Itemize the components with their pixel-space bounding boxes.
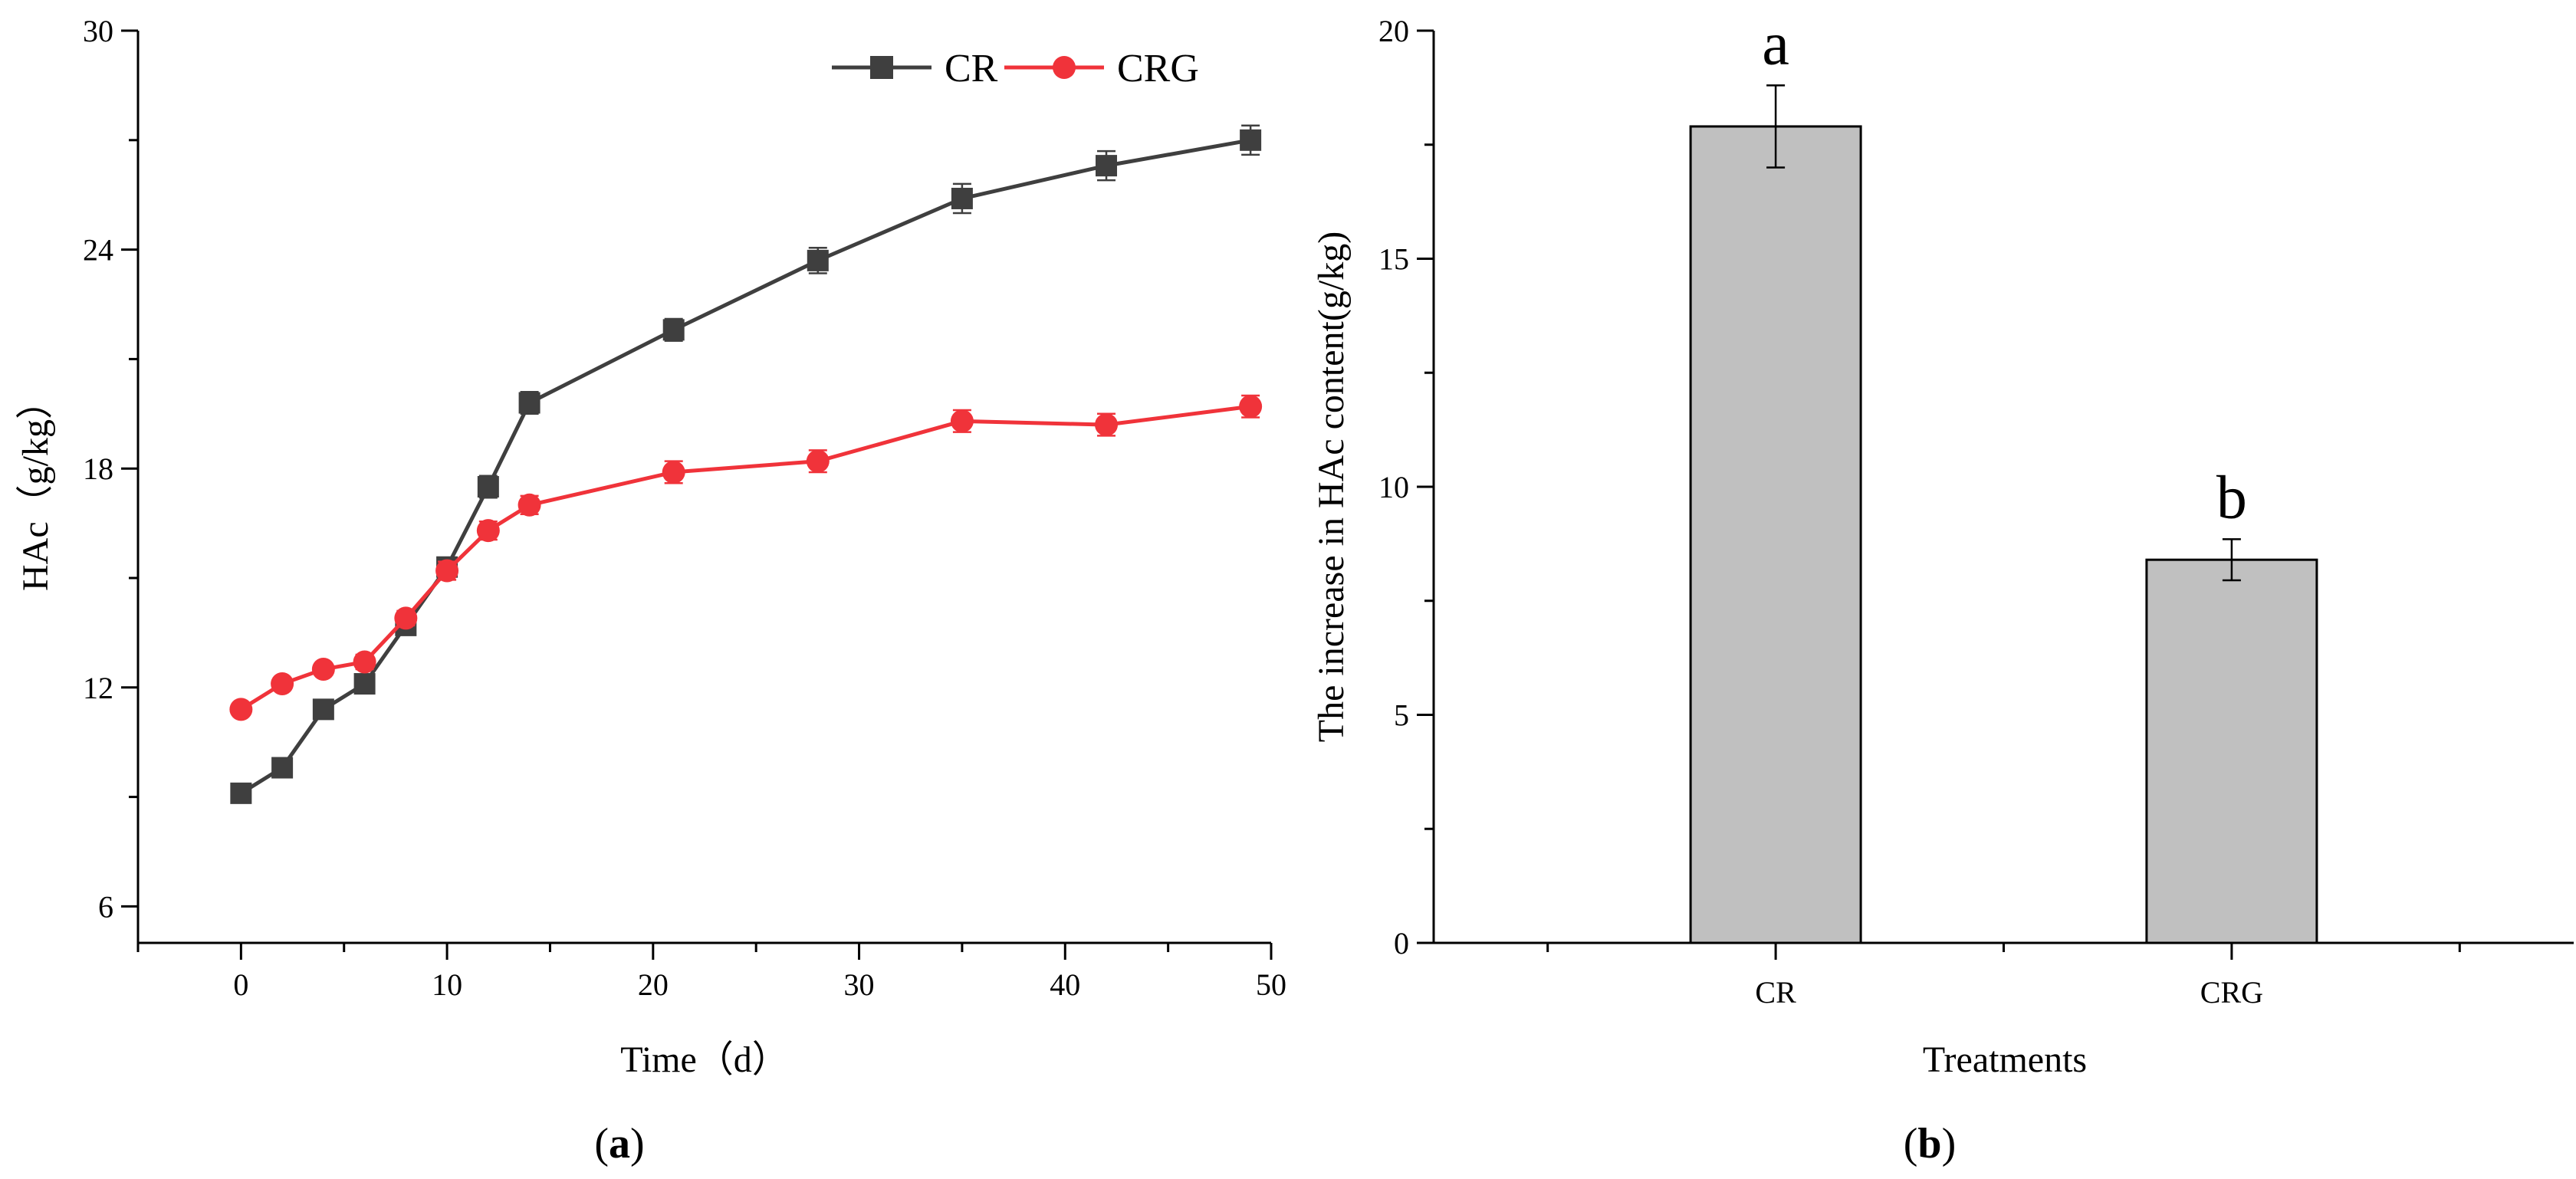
panel-a-x-axis-title: Time（d） — [620, 1039, 789, 1080]
panel-a-y-tick-label: 6 — [98, 889, 113, 924]
data-point-crg — [311, 658, 335, 681]
bar-cr — [1689, 125, 1862, 944]
panel-b-y-tick-label: 0 — [1394, 926, 1409, 961]
data-point-cr — [518, 392, 540, 414]
legend-marker-cr — [870, 56, 893, 79]
panel-a-label: (a) — [594, 1120, 644, 1168]
data-point-crg — [476, 519, 500, 543]
panel-b-y-tick-label: 5 — [1394, 698, 1409, 733]
data-point-crg — [229, 698, 253, 721]
panel-a-x-tick-label: 30 — [844, 967, 875, 1002]
data-point-crg — [353, 650, 376, 674]
panel-a-y-axis-title: HAc（g/kg） — [15, 383, 56, 591]
data-point-crg — [662, 460, 685, 484]
panel-a-legend: CR CRG — [832, 47, 1199, 90]
panel-b-x-tick-label: CRG — [2200, 975, 2263, 1010]
significance-letter-cr: a — [1762, 10, 1789, 77]
significance-letter-crg: b — [2216, 464, 2247, 531]
panel-a-x-tick-label: 40 — [1050, 967, 1080, 1002]
data-point-crg — [394, 606, 418, 630]
panel-b-x-axis-title: Treatments — [1923, 1039, 2087, 1080]
panel-a-x-tick-label: 50 — [1256, 967, 1286, 1002]
data-point-cr — [271, 757, 294, 779]
panel-b-bar-chart: 0 5 10 15 20 CR CRG a b Treatments The increase… — [1311, 10, 2574, 1168]
panel-b-y-tick-label: 20 — [1378, 14, 1409, 48]
data-point-crg — [806, 449, 830, 473]
data-point-cr — [1240, 129, 1262, 151]
bar-crg — [2145, 558, 2318, 944]
data-point-cr — [951, 187, 973, 209]
data-point-cr — [662, 319, 685, 341]
legend-marker-crg — [1053, 56, 1076, 79]
data-point-crg — [1239, 395, 1263, 419]
panel-a-y-tick-label: 12 — [83, 671, 113, 705]
panel-b-y-tick-label: 10 — [1378, 470, 1409, 504]
data-point-crg — [271, 672, 294, 696]
data-point-crg — [435, 559, 459, 583]
legend-label-cr: CR — [945, 47, 998, 90]
panel-b-x-tick-label: CR — [1755, 975, 1796, 1010]
panel-a-line-chart: 0 10 20 30 40 50 6 12 18 24 30 Time（d） HAc（g/kg） C… — [15, 14, 1286, 1168]
data-point-cr — [312, 698, 334, 721]
data-point-cr — [230, 782, 252, 804]
data-point-cr — [807, 249, 829, 271]
panel-a-y-tick-label: 18 — [83, 452, 113, 486]
data-point-crg — [950, 409, 974, 433]
panel-b-y-axis-title: The increase in HAc content(g/kg) — [1311, 232, 1352, 742]
data-point-cr — [353, 673, 376, 695]
panel-a-x-tick-label: 10 — [432, 967, 462, 1002]
panel-a-x-tick-label: 20 — [638, 967, 669, 1002]
panel-a-y-tick-label: 30 — [83, 14, 113, 48]
data-point-crg — [518, 493, 541, 517]
data-point-cr — [477, 476, 499, 498]
data-point-cr — [1096, 155, 1118, 177]
panel-b-y-tick-label: 15 — [1378, 242, 1409, 277]
panel-a-x-tick-label: 0 — [233, 967, 248, 1002]
legend-label-crg: CRG — [1117, 47, 1199, 90]
panel-b-label: (b) — [1904, 1120, 1956, 1168]
series-line-crg — [240, 404, 1251, 711]
data-point-crg — [1095, 413, 1119, 437]
panel-a-y-tick-label: 24 — [83, 233, 113, 268]
